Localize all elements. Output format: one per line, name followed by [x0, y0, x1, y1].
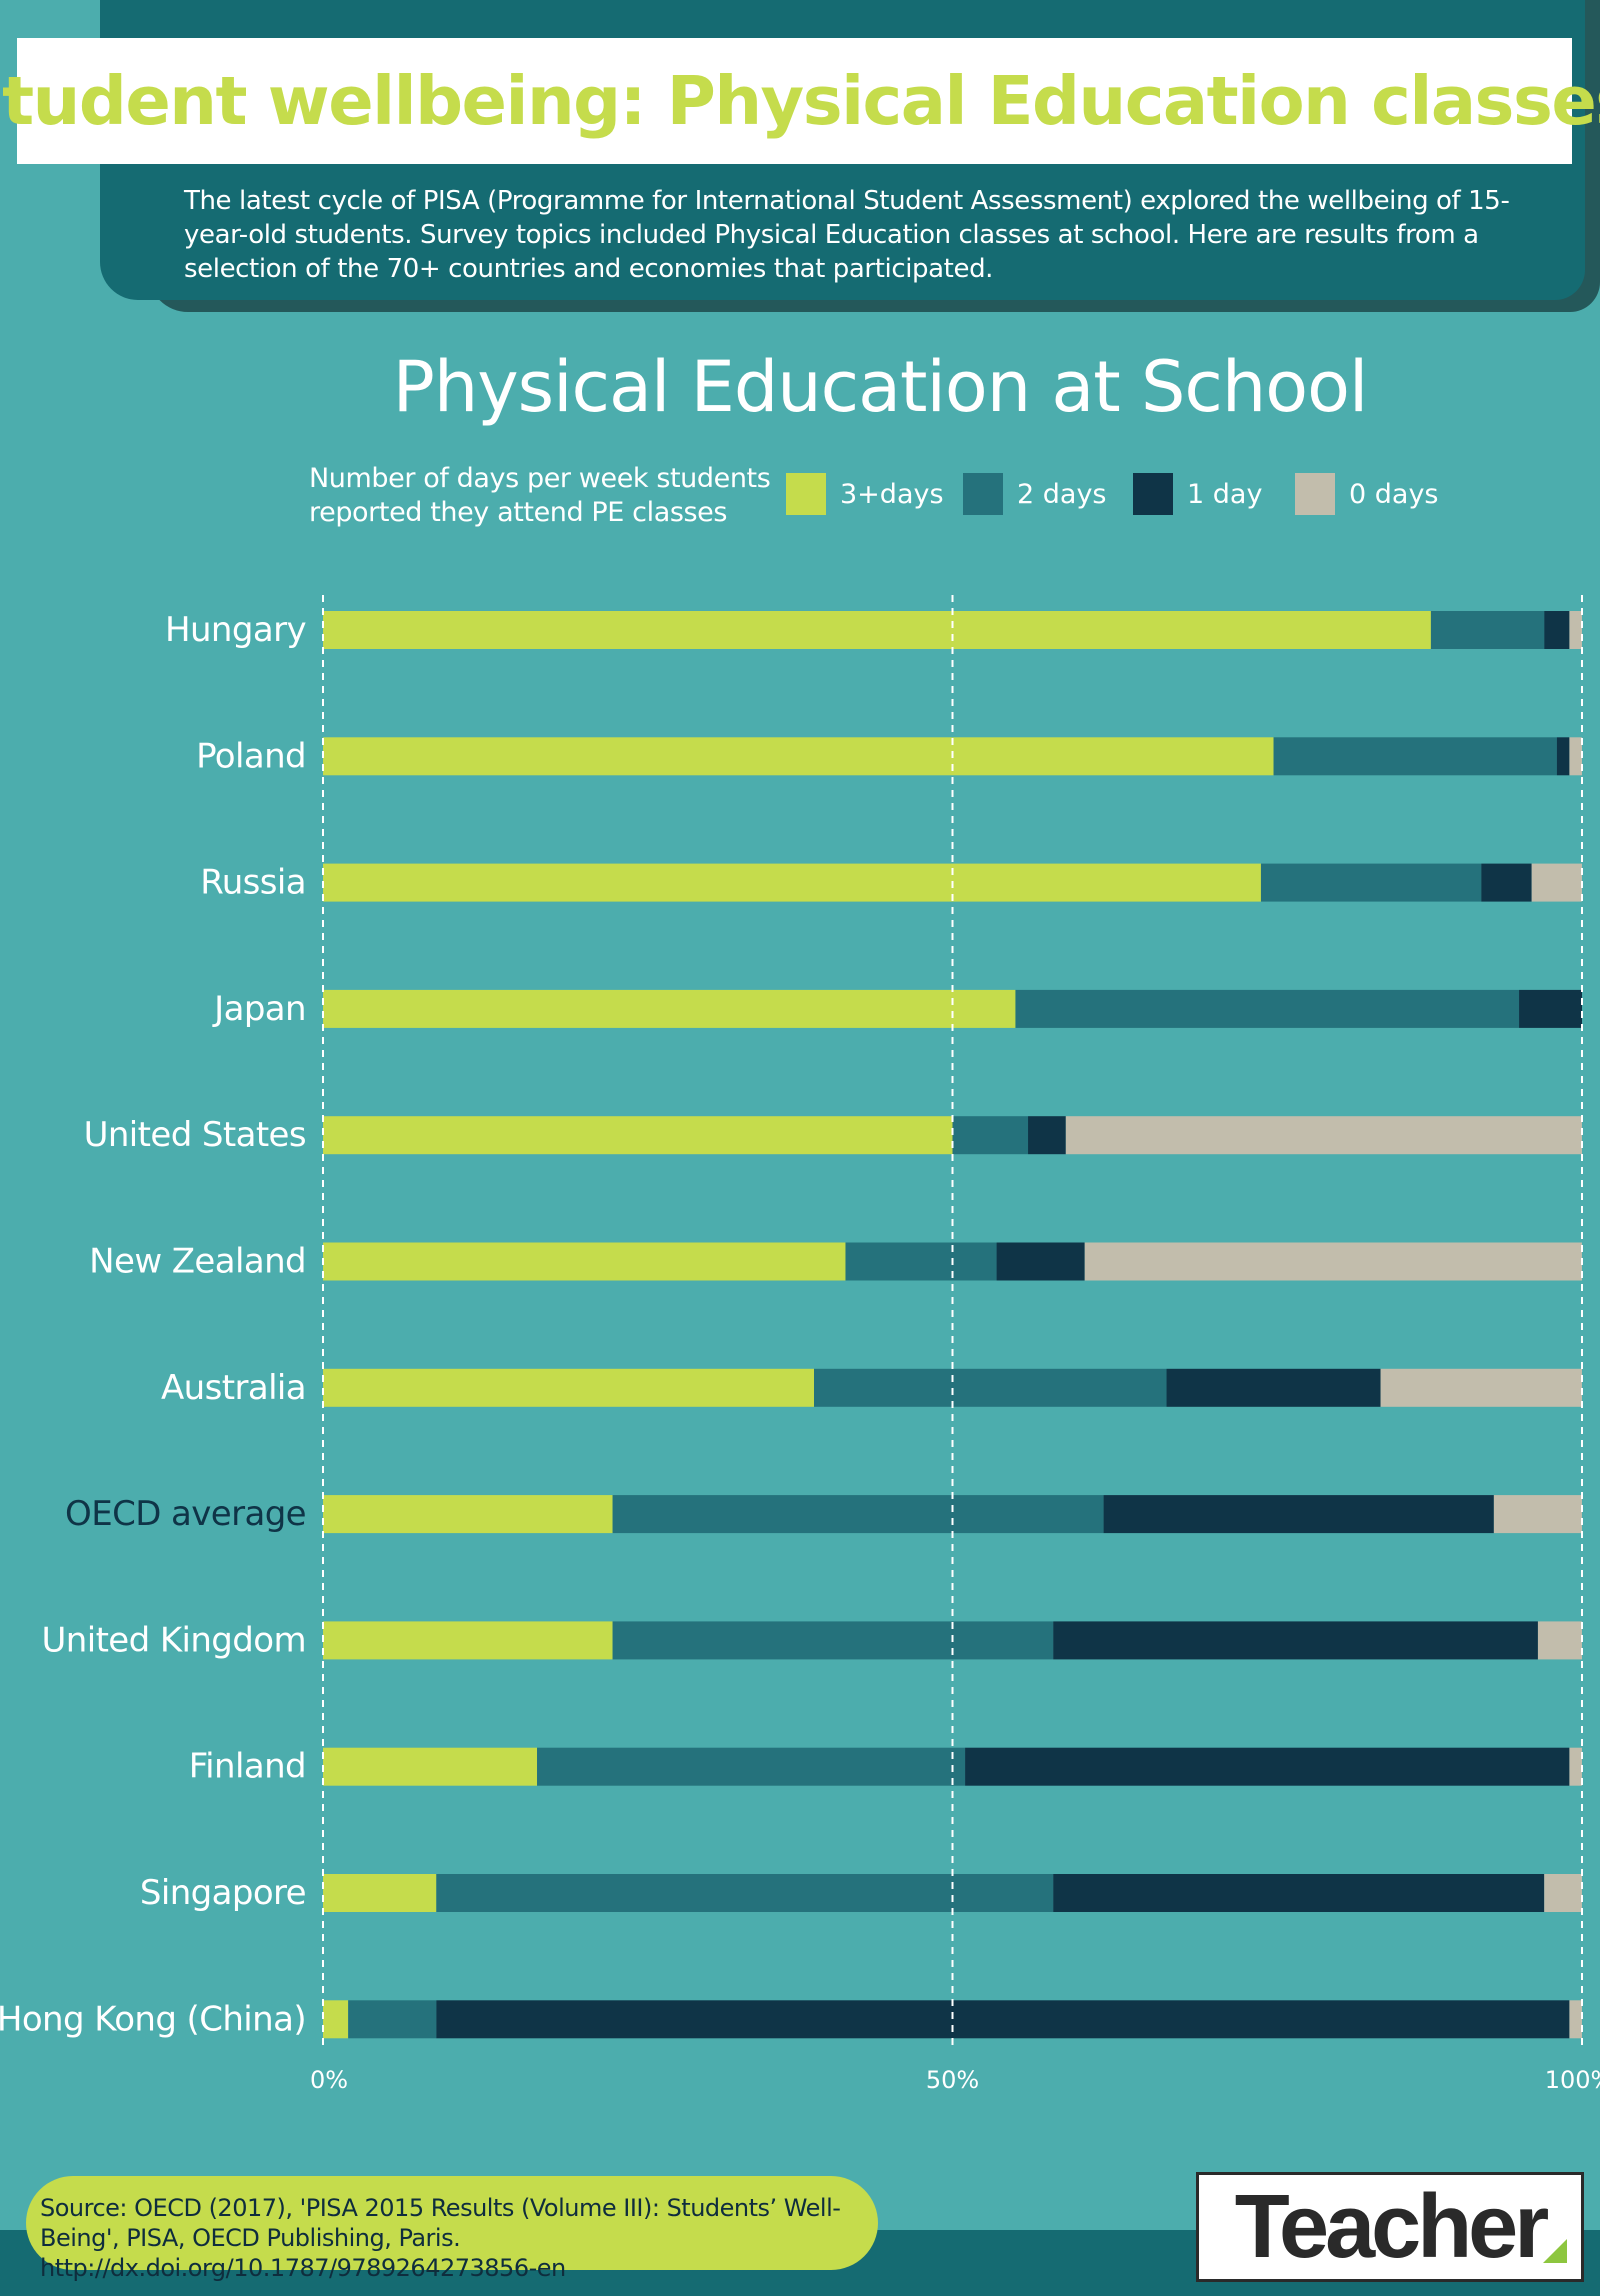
bar-oecd-average-3-days [323, 1495, 613, 1534]
legend-caption: Number of days per week students reporte… [309, 463, 771, 528]
category-label-hungary: Hungary [165, 610, 306, 650]
bar-hong-kong-china-0-days [1569, 2000, 1582, 2039]
category-label-united-kingdom: United Kingdom [42, 1620, 307, 1660]
bar-oecd-average-1-day [1103, 1495, 1494, 1534]
legend-swatch-1-day [1133, 473, 1173, 515]
bar-russia-2-days [1260, 863, 1482, 902]
bar-australia-2-days [814, 1368, 1167, 1407]
bar-finland-1-day [965, 1747, 1570, 1786]
teacher-logo[interactable]: Teacher [1196, 2172, 1584, 2282]
bar-hong-kong-china-3-days [323, 2000, 349, 2039]
legend-item-2-days: 2 days [963, 473, 1107, 515]
bar-united-kingdom-1-day [1053, 1621, 1538, 1660]
tick-label-50: 50% [926, 2066, 979, 2094]
bar-hungary-1-day [1544, 611, 1570, 649]
legend-swatch-0-days [1295, 473, 1335, 515]
category-label-japan: Japan [212, 989, 306, 1029]
bar-russia-3-days [323, 863, 1261, 902]
logo-text: Teacher [1234, 2177, 1550, 2277]
legend-item-3plus-days: 3+days [786, 473, 944, 515]
bar-hong-kong-china-2-days [348, 2000, 437, 2039]
legend-label-3plus-days: 3+days [840, 478, 944, 510]
bar-united-states-3-days [323, 1116, 953, 1155]
bar-australia-0-days [1380, 1368, 1582, 1407]
tick-label-100: 100% [1545, 2066, 1600, 2094]
legend-item-0-days: 0 days [1295, 473, 1439, 515]
legend-label-0-days: 0 days [1349, 478, 1439, 510]
bar-australia-1-day [1166, 1368, 1381, 1407]
bar-japan-3-days [323, 989, 1016, 1028]
intro-text: The latest cycle of PISA (Programme for … [184, 186, 1510, 284]
bar-singapore-3-days [323, 1874, 437, 1912]
bar-finland-3-days [323, 1747, 538, 1786]
category-label-russia: Russia [200, 863, 306, 903]
bar-singapore-2-days [436, 1874, 1054, 1912]
legend-label-1-day: 1 day [1187, 478, 1263, 510]
bar-hungary-2-days [1430, 611, 1545, 649]
category-label-singapore: Singapore [140, 1873, 306, 1913]
source-citation: Source: OECD (2017), 'PISA 2015 Results … [26, 2176, 878, 2282]
legend-item-1-day: 1 day [1133, 473, 1262, 515]
bar-hong-kong-china-1-day [436, 2000, 1570, 2039]
bar-poland-0-days [1569, 737, 1582, 776]
bar-japan-1-day [1519, 989, 1582, 1028]
legend-label-2-days: 2 days [1017, 478, 1107, 510]
title-box: Student wellbeing: Physical Education cl… [0, 38, 1600, 164]
category-label-new-zealand: New Zealand [89, 1242, 306, 1282]
bar-australia-3-days [323, 1368, 815, 1407]
bar-russia-0-days [1531, 863, 1582, 902]
legend-swatch-2-days [963, 473, 1003, 515]
bar-united-states-0-days [1065, 1116, 1582, 1155]
category-label-poland: Poland [196, 736, 306, 776]
bar-united-kingdom-3-days [323, 1621, 613, 1660]
tick-label-0: 0% [310, 2066, 348, 2094]
bar-new-zealand-2-days [845, 1242, 997, 1281]
bar-japan-2-days [1015, 989, 1520, 1028]
bar-united-states-2-days [952, 1116, 1029, 1155]
bar-united-kingdom-0-days [1537, 1621, 1582, 1660]
bar-poland-3-days [323, 737, 1274, 776]
bar-hungary-0-days [1569, 611, 1582, 649]
bar-united-states-1-day [1028, 1116, 1066, 1155]
bar-russia-1-day [1481, 863, 1532, 902]
category-label-oecd-average: OECD average [65, 1494, 306, 1534]
bar-hungary-3-days [323, 611, 1431, 649]
bar-new-zealand-3-days [323, 1242, 846, 1281]
legend-swatch-3plus-days [786, 473, 826, 515]
category-label-hong-kong-china: Hong Kong (China) [0, 1999, 306, 2039]
stacked-bar-chart: Hungary Poland Russia Japan United States New… [0, 595, 1600, 2094]
bar-singapore-0-days [1544, 1874, 1582, 1912]
bar-oecd-average-2-days [612, 1495, 1104, 1534]
bar-poland-1-day [1556, 737, 1570, 776]
chart-title: Physical Education at School [392, 346, 1369, 428]
category-label-finland: Finland [189, 1747, 306, 1787]
bar-poland-2-days [1273, 737, 1557, 776]
category-label-united-states: United States [84, 1115, 306, 1155]
bar-finland-2-days [537, 1747, 966, 1786]
bar-finland-0-days [1569, 1747, 1582, 1786]
bar-singapore-1-day [1053, 1874, 1545, 1912]
bar-united-kingdom-2-days [612, 1621, 1054, 1660]
bar-new-zealand-0-days [1084, 1242, 1582, 1281]
category-label-australia: Australia [161, 1368, 306, 1408]
logo-triangle-icon [1543, 2239, 1567, 2263]
bar-new-zealand-1-day [996, 1242, 1085, 1281]
page-title: Student wellbeing: Physical Education cl… [0, 62, 1600, 140]
bar-oecd-average-0-days [1493, 1495, 1582, 1534]
